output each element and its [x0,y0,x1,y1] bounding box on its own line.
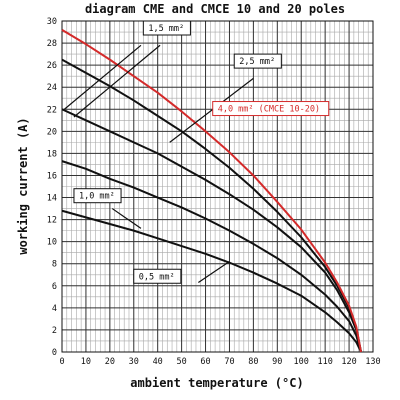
series-line-2 [61,160,363,353]
annotation-label: 1,0 mm² [79,192,115,202]
x-tick-label: 70 [224,357,234,367]
x-tick-label: 130 [365,357,380,367]
x-tick-label: 40 [153,357,163,367]
annotation-label: 4,0 mm² (CMCE 10-20) [218,105,320,115]
x-tick-label: 60 [200,357,210,367]
y-tick-label: 26 [47,61,57,71]
y-tick-label: 30 [47,17,57,27]
x-tick-label: 0 [59,357,64,367]
annotation-label: 2,5 mm² [239,57,275,67]
y-tick-label: 16 [47,171,57,181]
annotation-box [133,268,182,284]
y-tick-label: 6 [52,282,57,292]
annotation-leader [198,261,230,283]
annotation-label: 1,5 mm² [148,24,184,34]
y-tick-label: 14 [47,194,57,204]
series-lines [61,28,363,353]
x-axis-tick-labels: 0 10 20 30 40 50 60 70 80 90 100 110 120 130 [59,357,380,367]
y-tick-label: 20 [47,127,57,137]
y-tick-label: 8 [52,260,57,270]
annotation-leader [111,208,142,229]
y-tick-label: 24 [47,83,57,93]
series-line-4 [61,58,363,353]
series-line-5 [61,28,363,353]
x-tick-label: 50 [176,357,186,367]
annotation-leader [169,77,254,143]
annotation-leader [73,44,161,118]
x-axis-title: ambient temperature (°C) [130,376,303,390]
y-tick-label: 28 [47,39,57,49]
plot-frame [61,20,374,353]
chart-title: diagram CME and CMCE 10 and 20 poles [85,2,345,16]
y-tick-label: 0 [52,348,57,358]
series-line-1 [61,209,362,353]
y-tick-label: 18 [47,149,57,159]
annotation-box [233,53,282,69]
x-tick-label: 80 [248,357,258,367]
annotation-box [212,101,330,117]
annotation-box [142,20,191,36]
x-tick-label: 30 [129,357,139,367]
x-tick-label: 90 [272,357,282,367]
y-axis-title: working current (A) [16,117,30,254]
annotation-box [73,188,122,204]
series-line-3 [61,108,363,353]
x-tick-label: 10 [81,357,91,367]
x-tick-label: 20 [105,357,115,367]
x-tick-label: 110 [317,357,332,367]
annotation-leader [64,44,142,110]
y-tick-label: 2 [52,326,57,336]
annotations: 1,5 mm² 2,5 mm² 4,0 mm² (CMCE 10-20) 1,0 mm… [64,20,330,284]
y-tick-label: 12 [47,216,57,226]
y-tick-label: 22 [47,105,57,115]
y-tick-label: 10 [47,238,57,248]
y-tick-label: 4 [52,304,57,314]
x-tick-label: 100 [294,357,309,367]
x-tick-label: 120 [341,357,356,367]
annotation-label: 0,5 mm² [139,272,175,282]
